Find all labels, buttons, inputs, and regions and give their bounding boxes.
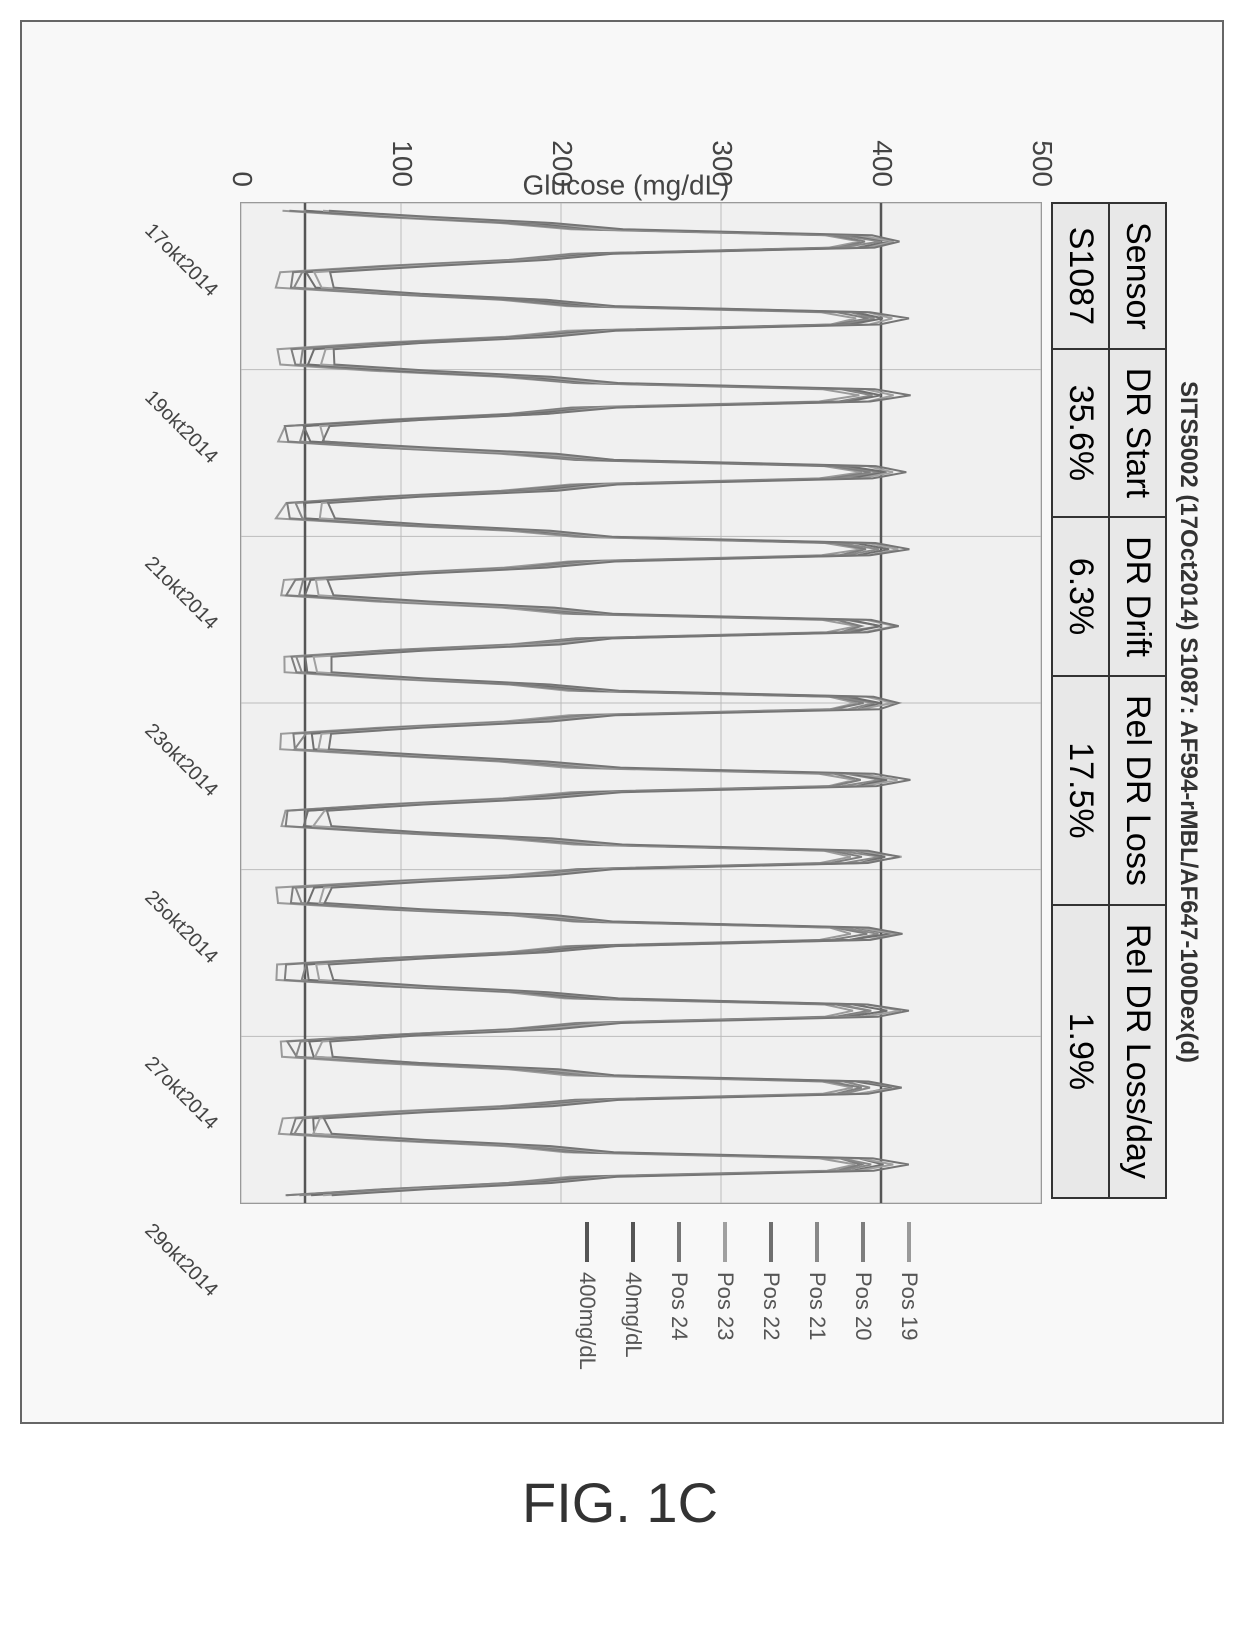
plot-area xyxy=(240,202,1042,1204)
legend-item: Pos 19 xyxy=(896,1222,922,1402)
table-data-row: S1087 35.6% 6.3% 17.5% 1.9% xyxy=(1052,203,1109,1198)
th-sensor: Sensor xyxy=(1109,203,1166,349)
legend-swatch xyxy=(861,1222,865,1262)
y-tick-label: 200 xyxy=(546,107,578,187)
x-tick-label: 21okt2014 xyxy=(140,553,222,635)
th-dr-start: DR Start xyxy=(1109,349,1166,517)
legend-swatch xyxy=(677,1222,681,1262)
th-dr-drift: DR Drift xyxy=(1109,517,1166,676)
y-tick-label: 0 xyxy=(226,107,258,187)
chart-title: SITS5002 (17Oct2014) S1087: AF594-rMBL/A… xyxy=(1174,381,1202,1063)
legend-swatch xyxy=(769,1222,773,1262)
th-rel-dr-loss-day: Rel DR Loss/day xyxy=(1109,905,1166,1198)
td-rel-dr-loss-day: 1.9% xyxy=(1052,905,1109,1198)
legend-label: Pos 23 xyxy=(712,1272,738,1341)
figure-label: FIG. 1C xyxy=(522,1470,718,1535)
legend-swatch xyxy=(631,1222,635,1262)
legend-label: Pos 21 xyxy=(804,1272,830,1341)
x-tick-label: 29okt2014 xyxy=(140,1219,222,1301)
legend-item: Pos 20 xyxy=(850,1222,876,1402)
y-tick-label: 300 xyxy=(706,107,738,187)
legend-item: Pos 22 xyxy=(758,1222,784,1402)
legend-item: 400mg/dL xyxy=(574,1222,600,1402)
legend-item: Pos 21 xyxy=(804,1222,830,1402)
plot-svg xyxy=(241,203,1041,1203)
legend-item: 40mg/dL xyxy=(620,1222,646,1402)
figure-frame: SITS5002 (17Oct2014) S1087: AF594-rMBL/A… xyxy=(20,20,1224,1424)
y-tick-label: 400 xyxy=(866,107,898,187)
x-tick-label: 19okt2014 xyxy=(140,386,222,468)
th-rel-dr-loss: Rel DR Loss xyxy=(1109,676,1166,905)
legend-swatch xyxy=(815,1222,819,1262)
legend-swatch xyxy=(723,1222,727,1262)
legend-swatch xyxy=(907,1222,911,1262)
y-tick-label: 100 xyxy=(386,107,418,187)
x-tick-label: 17okt2014 xyxy=(140,219,222,301)
td-dr-start: 35.6% xyxy=(1052,349,1109,517)
legend: Pos 19 Pos 20 Pos 21 Pos 22 Pos 23 Pos 24 40mg… xyxy=(554,1222,922,1402)
legend-item: Pos 23 xyxy=(712,1222,738,1402)
legend-label: Pos 20 xyxy=(850,1272,876,1341)
legend-label: 40mg/dL xyxy=(620,1272,646,1358)
x-tick-label: 25okt2014 xyxy=(140,886,222,968)
legend-label: 400mg/dL xyxy=(574,1272,600,1370)
td-dr-drift: 6.3% xyxy=(1052,517,1109,676)
td-sensor: S1087 xyxy=(1052,203,1109,349)
rotated-content: SITS5002 (17Oct2014) S1087: AF594-rMBL/A… xyxy=(20,122,1224,1322)
legend-item: Pos 24 xyxy=(666,1222,692,1402)
x-tick-label: 23okt2014 xyxy=(140,719,222,801)
legend-swatch xyxy=(585,1222,589,1262)
metrics-table: Sensor DR Start DR Drift Rel DR Loss Rel… xyxy=(1051,202,1167,1199)
legend-label: Pos 19 xyxy=(896,1272,922,1341)
y-tick-label: 500 xyxy=(1026,107,1058,187)
legend-label: Pos 22 xyxy=(758,1272,784,1341)
chart-container: SITS5002 (17Oct2014) S1087: AF594-rMBL/A… xyxy=(22,22,1222,1422)
td-rel-dr-loss: 17.5% xyxy=(1052,676,1109,905)
table-header-row: Sensor DR Start DR Drift Rel DR Loss Rel… xyxy=(1109,203,1166,1198)
x-tick-label: 27okt2014 xyxy=(140,1053,222,1135)
legend-label: Pos 24 xyxy=(666,1272,692,1341)
